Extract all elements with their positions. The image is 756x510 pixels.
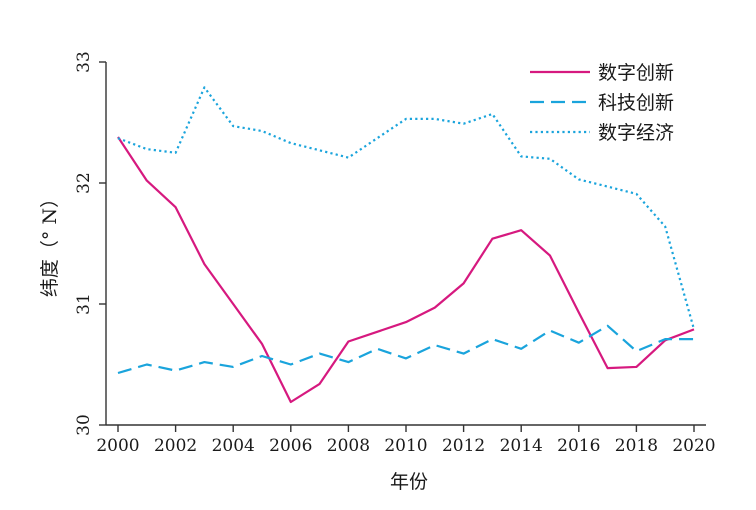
y-ticks: 30 31 32 33 xyxy=(74,51,106,436)
x-ticks: 2000 2002 2004 2006 2008 2010 2012 2014 2016 2018… xyxy=(96,425,716,456)
x-tick-label: 2002 xyxy=(154,436,197,456)
x-tick-label: 2008 xyxy=(327,436,370,456)
legend-label-digital-innovation: 数字创新 xyxy=(598,62,674,84)
y-tick-label: 31 xyxy=(74,293,94,315)
legend-label-digital-economy: 数字经济 xyxy=(598,122,674,144)
legend-label-tech-innovation: 科技创新 xyxy=(598,92,674,114)
y-axis-title: 纬度（° N） xyxy=(39,189,61,297)
series-digital-economy-line xyxy=(117,86,696,330)
axes xyxy=(105,62,706,426)
legend: 数字创新 科技创新 数字经济 xyxy=(530,62,674,144)
x-tick-label: 2004 xyxy=(212,436,255,456)
x-tick-label: 2000 xyxy=(96,436,139,456)
x-tick-label: 2010 xyxy=(384,436,427,456)
x-tick-label: 2012 xyxy=(442,436,485,456)
x-tick-label: 2014 xyxy=(500,436,543,456)
x-tick-label: 2016 xyxy=(557,436,600,456)
y-tick-label: 30 xyxy=(74,414,94,436)
y-tick-label: 32 xyxy=(74,172,94,194)
series-tech-innovation-line xyxy=(117,324,694,375)
x-tick-label: 2006 xyxy=(269,436,312,456)
x-tick-label: 2018 xyxy=(615,436,658,456)
series-layer xyxy=(117,86,696,404)
x-axis-title: 年份 xyxy=(390,471,428,493)
x-tick-label: 2020 xyxy=(672,436,715,456)
series-digital-innovation-line xyxy=(117,136,695,404)
y-tick-label: 33 xyxy=(74,51,94,73)
